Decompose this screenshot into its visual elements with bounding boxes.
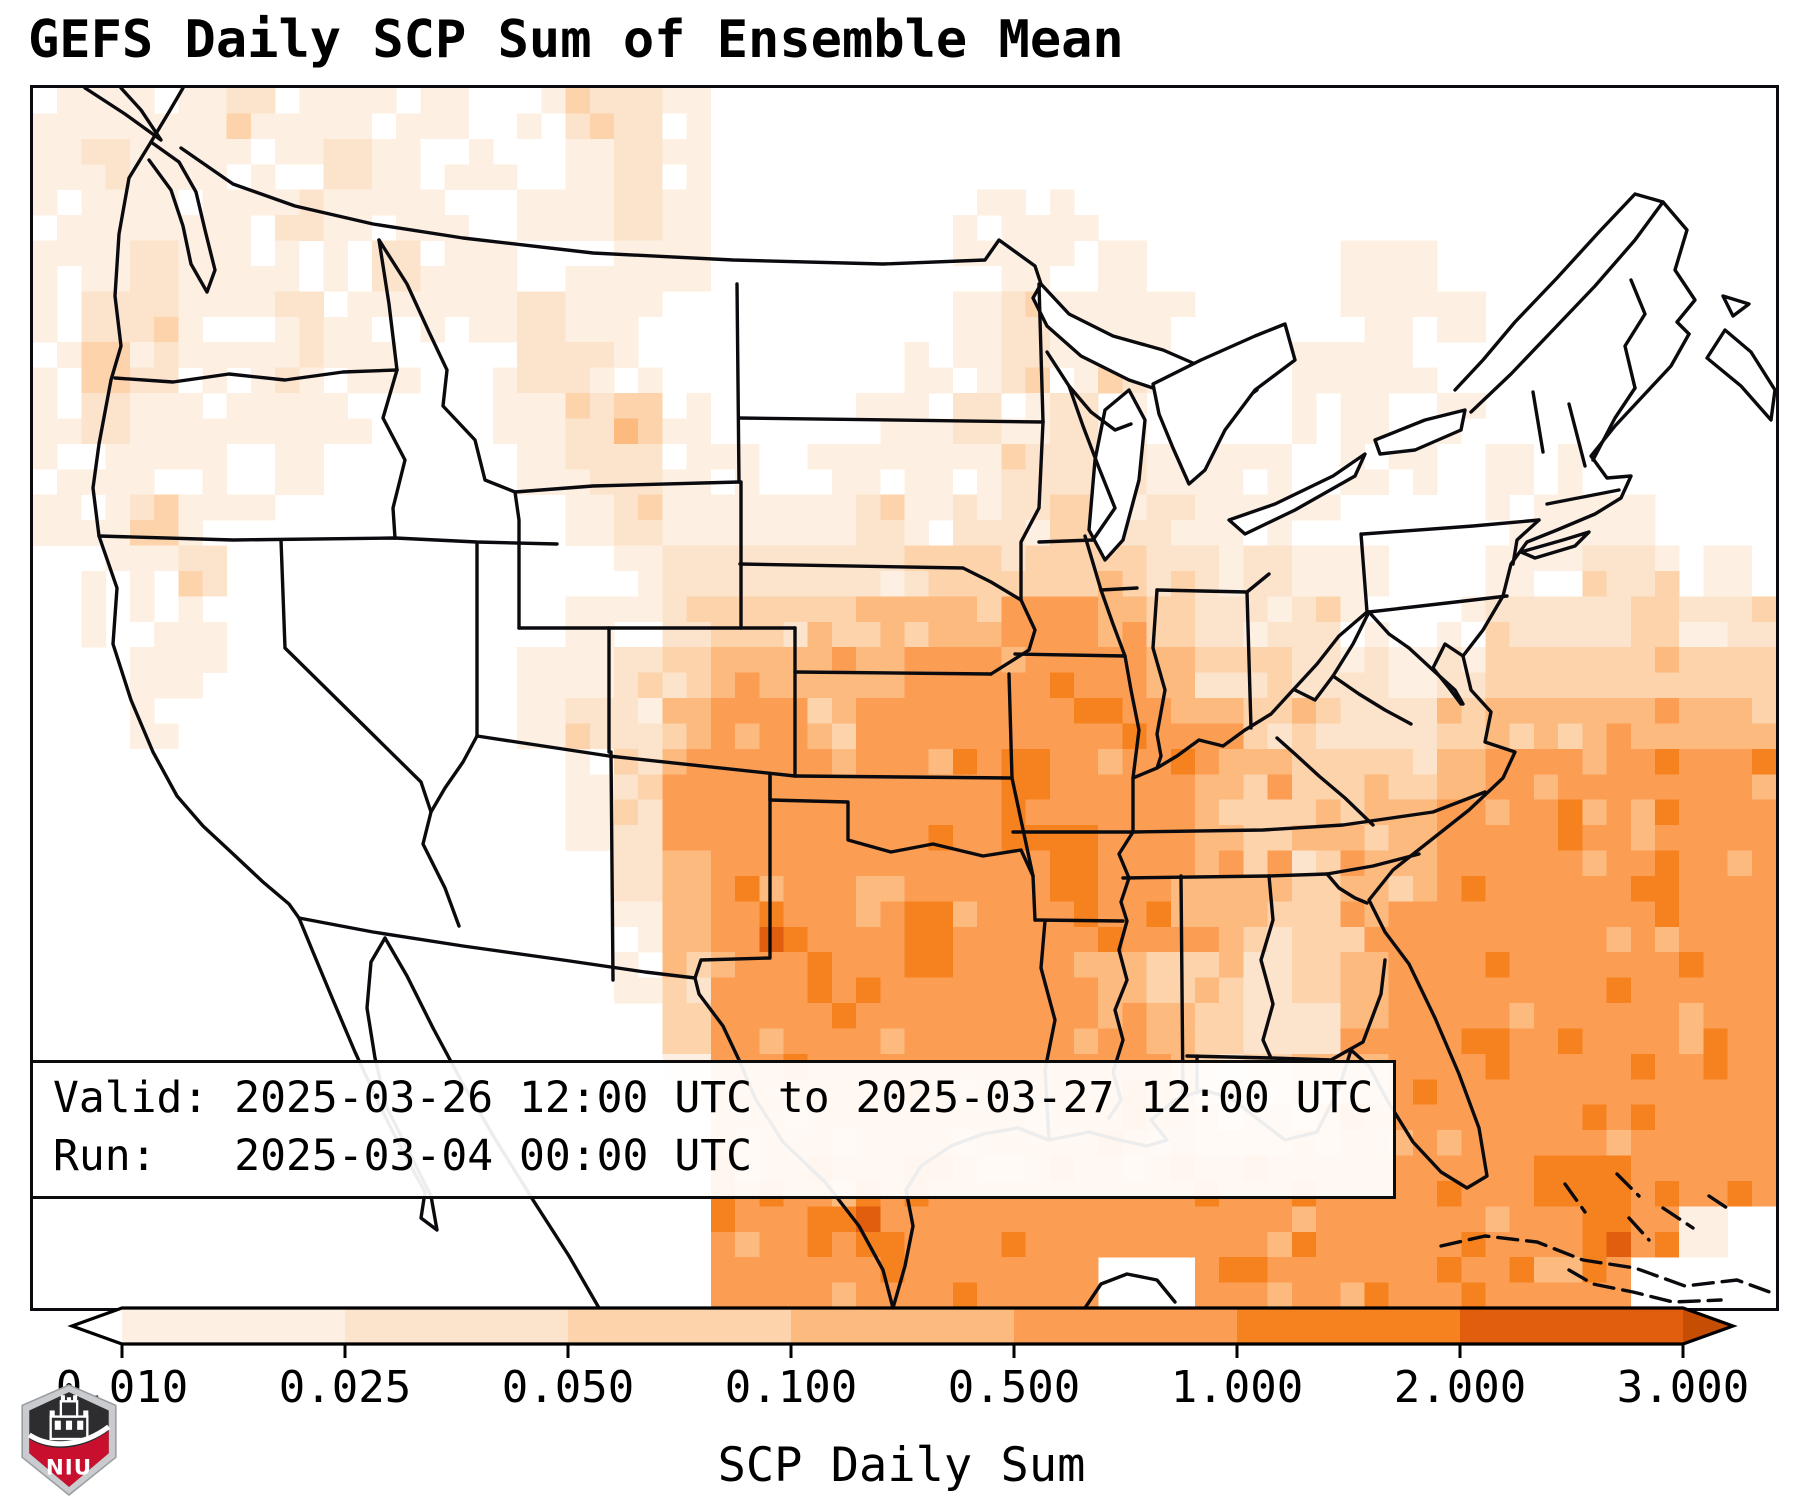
geo-boundaries-layer xyxy=(83,88,1776,1308)
logo-swoosh xyxy=(27,1424,111,1447)
valid-text: Valid: 2025-03-26 12:00 UTC to 2025-03-2… xyxy=(53,1073,1374,1123)
colorbar-tick-label: 2.000 xyxy=(1393,1362,1527,1413)
colorbar-tick-label: 0.050 xyxy=(501,1362,635,1413)
niu-logo-text: NIU xyxy=(46,1456,92,1481)
colorbar-svg xyxy=(67,1306,1738,1358)
info-box: Valid: 2025-03-26 12:00 UTC to 2025-03-2… xyxy=(30,1060,1397,1199)
colorbar-tick-labels: 0.010 0.025 0.050 0.100 0.500 1.000 2.000 3.000 xyxy=(30,1362,1773,1418)
colorbar xyxy=(30,1300,1773,1364)
run-text: Run: 2025-03-04 00:00 UTC xyxy=(53,1131,752,1182)
colorbar-tick-label: 0.100 xyxy=(724,1362,858,1413)
colorbar-tick-label: 1.000 xyxy=(1170,1362,1304,1413)
niu-logo: NIU xyxy=(21,1384,117,1496)
chart-title: GEFS Daily SCP Sum of Ensemble Mean xyxy=(28,10,1124,70)
colorbar-tick-label: 0.025 xyxy=(278,1362,412,1413)
castle-icon xyxy=(49,1395,89,1441)
colorbar-tick-label: 3.000 xyxy=(1616,1362,1750,1413)
colorbar-tick-label: 0.500 xyxy=(947,1362,1081,1413)
logo-red-band xyxy=(29,1430,109,1487)
colorbar-axis-label: SCP Daily Sum xyxy=(717,1438,1086,1493)
